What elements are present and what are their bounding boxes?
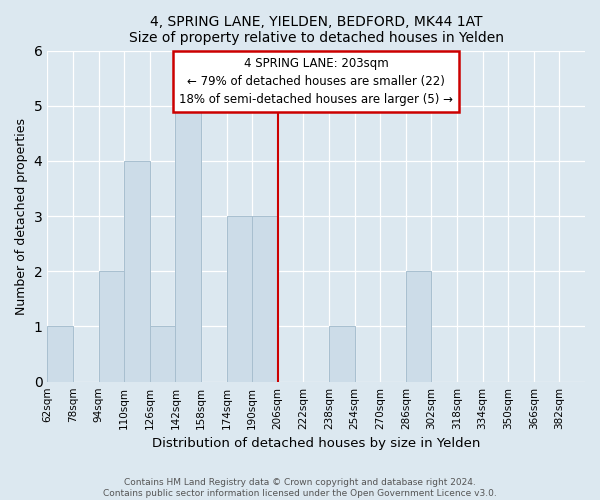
Bar xyxy=(252,216,278,382)
Bar xyxy=(124,161,150,382)
Y-axis label: Number of detached properties: Number of detached properties xyxy=(15,118,28,314)
Bar xyxy=(150,326,175,382)
Title: 4, SPRING LANE, YIELDEN, BEDFORD, MK44 1AT
Size of property relative to detached: 4, SPRING LANE, YIELDEN, BEDFORD, MK44 1… xyxy=(128,15,503,45)
X-axis label: Distribution of detached houses by size in Yelden: Distribution of detached houses by size … xyxy=(152,437,481,450)
Text: Contains HM Land Registry data © Crown copyright and database right 2024.
Contai: Contains HM Land Registry data © Crown c… xyxy=(103,478,497,498)
Bar xyxy=(47,326,73,382)
Bar xyxy=(406,272,431,382)
Bar xyxy=(329,326,355,382)
Bar xyxy=(227,216,252,382)
Bar xyxy=(175,106,201,382)
Bar xyxy=(98,272,124,382)
Text: 4 SPRING LANE: 203sqm
← 79% of detached houses are smaller (22)
18% of semi-deta: 4 SPRING LANE: 203sqm ← 79% of detached … xyxy=(179,57,453,106)
